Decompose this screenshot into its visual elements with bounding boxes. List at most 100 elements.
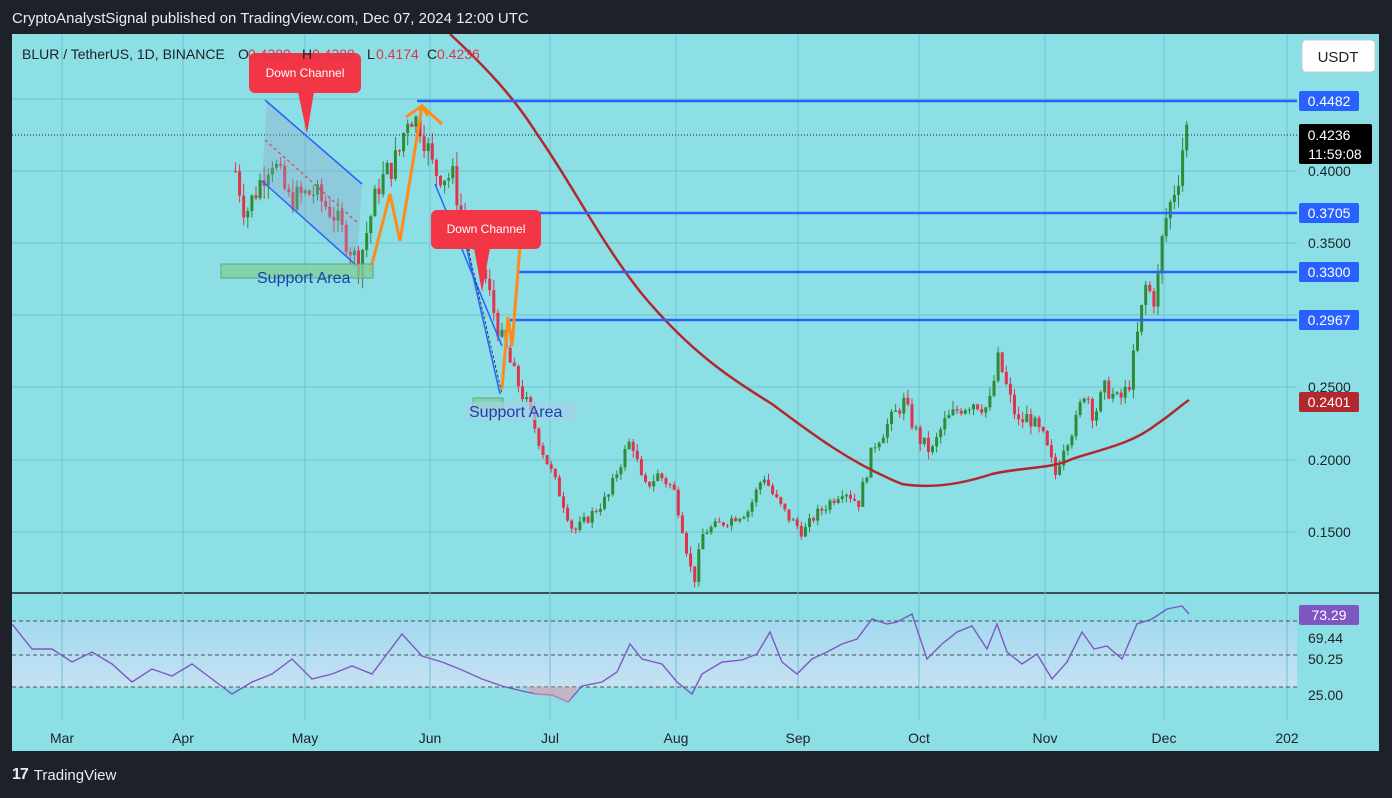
candle-body bbox=[570, 520, 574, 529]
candle-body bbox=[1066, 445, 1070, 451]
down-channel-callout-1: Down Channel bbox=[249, 53, 361, 134]
candle-body bbox=[344, 224, 348, 252]
candle-body bbox=[795, 519, 799, 526]
candle-body bbox=[586, 516, 590, 523]
candle-body bbox=[676, 489, 680, 516]
candle-body bbox=[627, 441, 631, 450]
candle-body bbox=[750, 502, 754, 512]
candle-body bbox=[512, 362, 516, 367]
candle-body bbox=[910, 404, 914, 428]
candle-body bbox=[324, 201, 328, 207]
candle-body bbox=[877, 443, 881, 448]
x-tick-label: Jun bbox=[419, 730, 442, 746]
candle-body bbox=[1095, 411, 1098, 421]
candle-body bbox=[693, 566, 697, 582]
candle-body bbox=[582, 516, 586, 522]
rsi-band bbox=[12, 621, 1297, 687]
candle-body bbox=[689, 553, 693, 567]
chart-frame[interactable]: Support Area Support Area Down Channel D… bbox=[12, 34, 1379, 751]
candle-body bbox=[1131, 350, 1135, 390]
candle-body bbox=[336, 210, 340, 221]
orange-projection-2 bbox=[500, 245, 522, 390]
ma-value-label: 0.2401 bbox=[1299, 392, 1359, 412]
candle-body bbox=[787, 509, 791, 521]
candle-body bbox=[1025, 413, 1029, 423]
candle-body bbox=[726, 525, 729, 527]
y-tick-label: 0.2000 bbox=[1308, 452, 1351, 468]
candle-body bbox=[603, 496, 606, 509]
candle-body bbox=[947, 415, 951, 419]
candle-body bbox=[307, 190, 311, 195]
candle-body bbox=[685, 533, 688, 554]
candle-body bbox=[1107, 380, 1111, 399]
candle-body bbox=[254, 195, 258, 198]
candle-body bbox=[1029, 413, 1033, 427]
candle-body bbox=[1033, 417, 1037, 427]
candle-body bbox=[881, 437, 885, 444]
candle-body bbox=[1013, 394, 1016, 415]
candle-body bbox=[316, 184, 319, 195]
candle-body bbox=[246, 211, 250, 218]
svg-text:USDT: USDT bbox=[1318, 49, 1359, 66]
candle-body bbox=[885, 424, 889, 438]
candle-body bbox=[705, 532, 709, 535]
candle-body bbox=[389, 162, 393, 180]
tradingview-brand: TradingView bbox=[33, 766, 117, 784]
price-levels bbox=[417, 99, 1297, 322]
candle-body bbox=[713, 521, 717, 527]
svg-text:0.4482: 0.4482 bbox=[1308, 93, 1351, 109]
candle-body bbox=[767, 479, 770, 486]
candle-body bbox=[496, 312, 500, 337]
tradingview-logo-icon: 17 bbox=[12, 766, 29, 783]
candle-body bbox=[381, 174, 385, 195]
candle-body bbox=[1074, 415, 1078, 437]
currency-button[interactable]: USDT bbox=[1301, 39, 1376, 73]
candle-body bbox=[799, 525, 803, 537]
tradingview-footer: 17 TradingView bbox=[12, 766, 116, 784]
candle-body bbox=[426, 143, 430, 152]
candle-body bbox=[820, 508, 824, 511]
candle-body bbox=[890, 411, 893, 425]
orange-projection-1 bbox=[368, 103, 444, 273]
moving-average-line bbox=[449, 34, 1190, 488]
candle-body bbox=[303, 190, 307, 194]
candle-body bbox=[365, 233, 369, 250]
candle-body bbox=[1144, 284, 1148, 305]
candle-body bbox=[1168, 201, 1172, 219]
rsi-upper-label: 69.44 bbox=[1308, 630, 1343, 646]
candle-body bbox=[1111, 393, 1115, 399]
candle-body bbox=[1049, 445, 1053, 458]
candle-body bbox=[352, 250, 356, 256]
candle-body bbox=[443, 180, 447, 186]
candle-body bbox=[275, 163, 278, 168]
candle-body bbox=[508, 347, 512, 363]
candle-body bbox=[639, 459, 643, 476]
x-tick-label: Aug bbox=[664, 730, 689, 746]
level-label-3705: 0.3705 bbox=[1299, 203, 1359, 223]
candle-body bbox=[808, 518, 811, 528]
candle-body bbox=[422, 136, 426, 152]
candle-body bbox=[672, 484, 676, 490]
grid-lines bbox=[12, 34, 1297, 719]
candle-body bbox=[1127, 387, 1131, 390]
candle-body bbox=[1062, 450, 1066, 466]
candle-body bbox=[861, 481, 865, 507]
candle-body bbox=[373, 188, 377, 217]
candle-body bbox=[762, 479, 766, 483]
candle-body bbox=[914, 427, 918, 429]
candle-body bbox=[594, 510, 598, 512]
candle-body bbox=[803, 527, 807, 537]
candle-body bbox=[816, 508, 820, 521]
candle-body bbox=[611, 477, 615, 495]
candle-body bbox=[926, 437, 930, 453]
candle-body bbox=[574, 528, 578, 530]
candle-body bbox=[918, 427, 922, 444]
candle-body bbox=[1152, 291, 1156, 307]
candle-body bbox=[291, 192, 295, 210]
candle-body bbox=[754, 489, 758, 503]
candle-body bbox=[1119, 392, 1123, 398]
candle-body bbox=[652, 481, 656, 487]
candle-body bbox=[734, 518, 738, 522]
candle-body bbox=[562, 496, 565, 508]
y-tick-label: 0.2500 bbox=[1308, 379, 1351, 395]
